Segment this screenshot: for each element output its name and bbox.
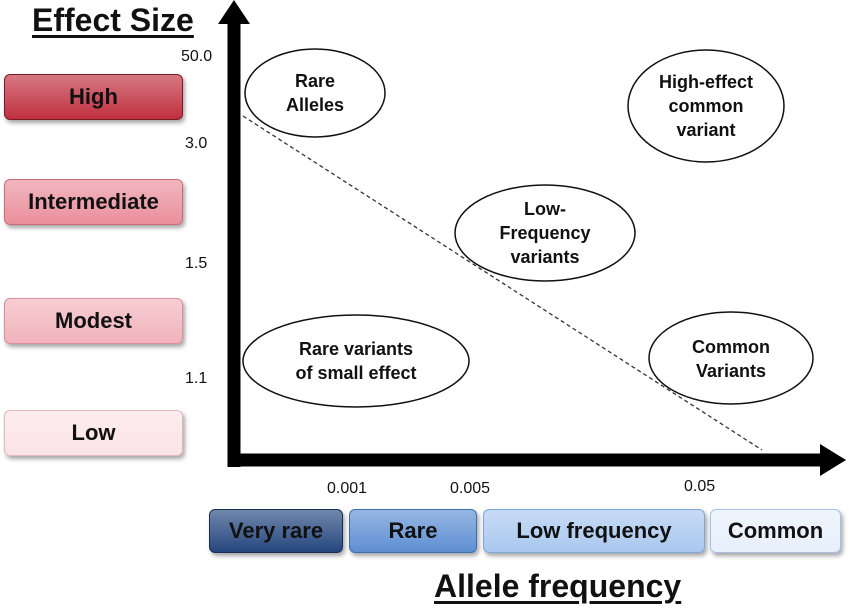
region-ellipse-high-effect-common xyxy=(627,49,785,163)
region-label-low-frequency: Low- Frequency variants xyxy=(499,199,591,267)
frequency-common-box: Common xyxy=(710,509,841,553)
frequency-rare-box: Rare xyxy=(349,509,477,553)
y-tick-1-1: 1.1 xyxy=(185,370,208,387)
region-ellipse-common-variants xyxy=(648,311,814,405)
frequency-low-frequency-box: Low frequency xyxy=(483,509,705,553)
region-ellipse-low-frequency xyxy=(454,184,636,282)
region-ellipse-rare-alleles xyxy=(244,48,386,138)
y-tick-50: 50.0 xyxy=(181,48,213,65)
effect-intermediate-box: Intermediate xyxy=(4,179,183,225)
x-axis-title: Allele frequency xyxy=(434,568,682,604)
effect-modest-box: Modest xyxy=(4,298,183,344)
region-label-rare-alleles: Rare Alleles xyxy=(285,71,345,115)
region-label-high-effect-common: High-effect common variant xyxy=(659,72,753,140)
trend-line xyxy=(242,115,763,451)
y-axis-title: Effect Size xyxy=(32,2,194,38)
y-axis-arrowhead xyxy=(218,0,250,24)
effect-high-box: High xyxy=(4,74,183,120)
region-ellipse-rare-small-effect xyxy=(242,314,470,408)
x-tick-0-005: 0.005 xyxy=(450,480,491,497)
frequency-very-rare-box: Very rare xyxy=(209,509,343,553)
region-label-common-variants: Common Variants xyxy=(692,337,770,381)
effect-low-box: Low xyxy=(4,410,183,456)
x-axis-arrowhead xyxy=(820,444,846,476)
x-tick-0-05: 0.05 xyxy=(684,478,716,495)
y-tick-1-5: 1.5 xyxy=(185,255,208,272)
x-tick-0-001: 0.001 xyxy=(327,480,368,497)
y-tick-3: 3.0 xyxy=(185,135,208,152)
region-label-rare-small-effect: Rare variants of small effect xyxy=(295,339,417,383)
